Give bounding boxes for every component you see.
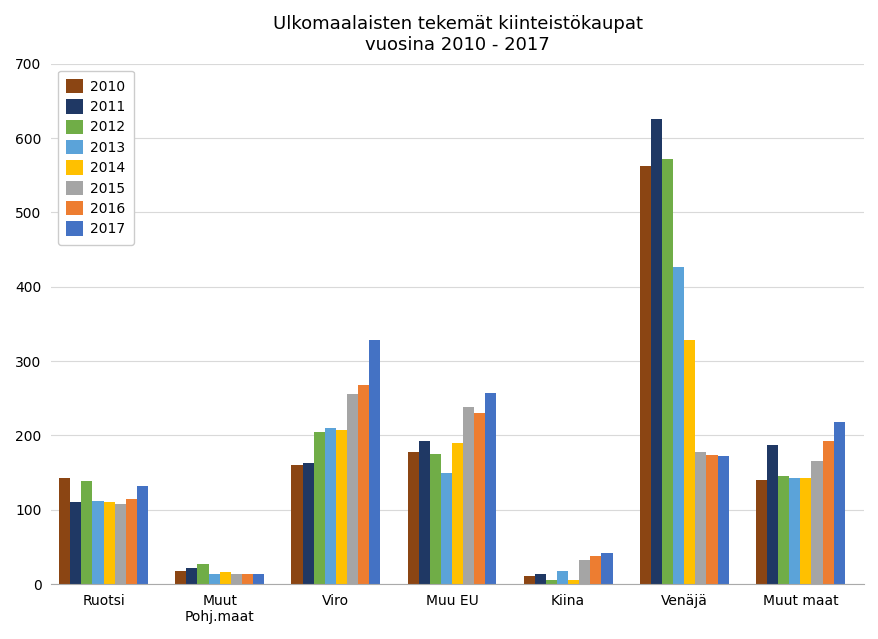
Bar xyxy=(601,553,612,584)
Bar xyxy=(822,441,833,584)
Bar xyxy=(788,478,800,584)
Bar xyxy=(673,266,683,584)
Bar xyxy=(800,478,810,584)
Bar xyxy=(70,502,82,584)
Bar xyxy=(208,574,220,584)
Bar xyxy=(579,560,590,584)
Bar xyxy=(706,455,716,584)
Bar xyxy=(220,572,231,584)
Bar xyxy=(639,166,650,584)
Bar xyxy=(92,501,104,584)
Bar xyxy=(115,504,126,584)
Bar xyxy=(451,443,463,584)
Bar xyxy=(324,428,335,584)
Bar xyxy=(694,452,706,584)
Bar xyxy=(485,393,496,584)
Bar xyxy=(557,571,567,584)
Bar xyxy=(833,422,844,584)
Bar xyxy=(716,456,728,584)
Bar xyxy=(755,480,766,584)
Bar xyxy=(82,482,92,584)
Bar xyxy=(523,576,534,584)
Bar xyxy=(302,463,313,584)
Bar xyxy=(534,574,545,584)
Bar xyxy=(126,498,137,584)
Bar xyxy=(186,569,198,584)
Bar xyxy=(545,580,557,584)
Bar xyxy=(369,340,380,584)
Bar xyxy=(441,473,451,584)
Bar xyxy=(347,394,357,584)
Bar xyxy=(777,476,788,584)
Title: Ulkomaalaisten tekemät kiinteistökaupat
vuosina 2010 - 2017: Ulkomaalaisten tekemät kiinteistökaupat … xyxy=(272,15,642,54)
Bar xyxy=(291,465,302,584)
Bar xyxy=(241,574,253,584)
Bar xyxy=(104,502,115,584)
Bar xyxy=(463,407,474,584)
Bar xyxy=(683,340,694,584)
Bar xyxy=(590,556,601,584)
Bar xyxy=(175,571,186,584)
Bar xyxy=(661,159,673,584)
Bar xyxy=(429,454,441,584)
Bar xyxy=(407,452,418,584)
Bar xyxy=(335,430,347,584)
Bar xyxy=(567,580,579,584)
Bar xyxy=(137,486,148,584)
Bar xyxy=(253,574,264,584)
Bar xyxy=(59,478,70,584)
Bar xyxy=(810,461,822,584)
Bar xyxy=(313,432,324,584)
Bar xyxy=(231,574,241,584)
Bar xyxy=(650,119,661,584)
Bar xyxy=(474,413,485,584)
Bar xyxy=(357,385,369,584)
Bar xyxy=(766,445,777,584)
Bar xyxy=(418,442,429,584)
Bar xyxy=(198,564,208,584)
Legend: 2010, 2011, 2012, 2013, 2014, 2015, 2016, 2017: 2010, 2011, 2012, 2013, 2014, 2015, 2016… xyxy=(58,71,133,245)
